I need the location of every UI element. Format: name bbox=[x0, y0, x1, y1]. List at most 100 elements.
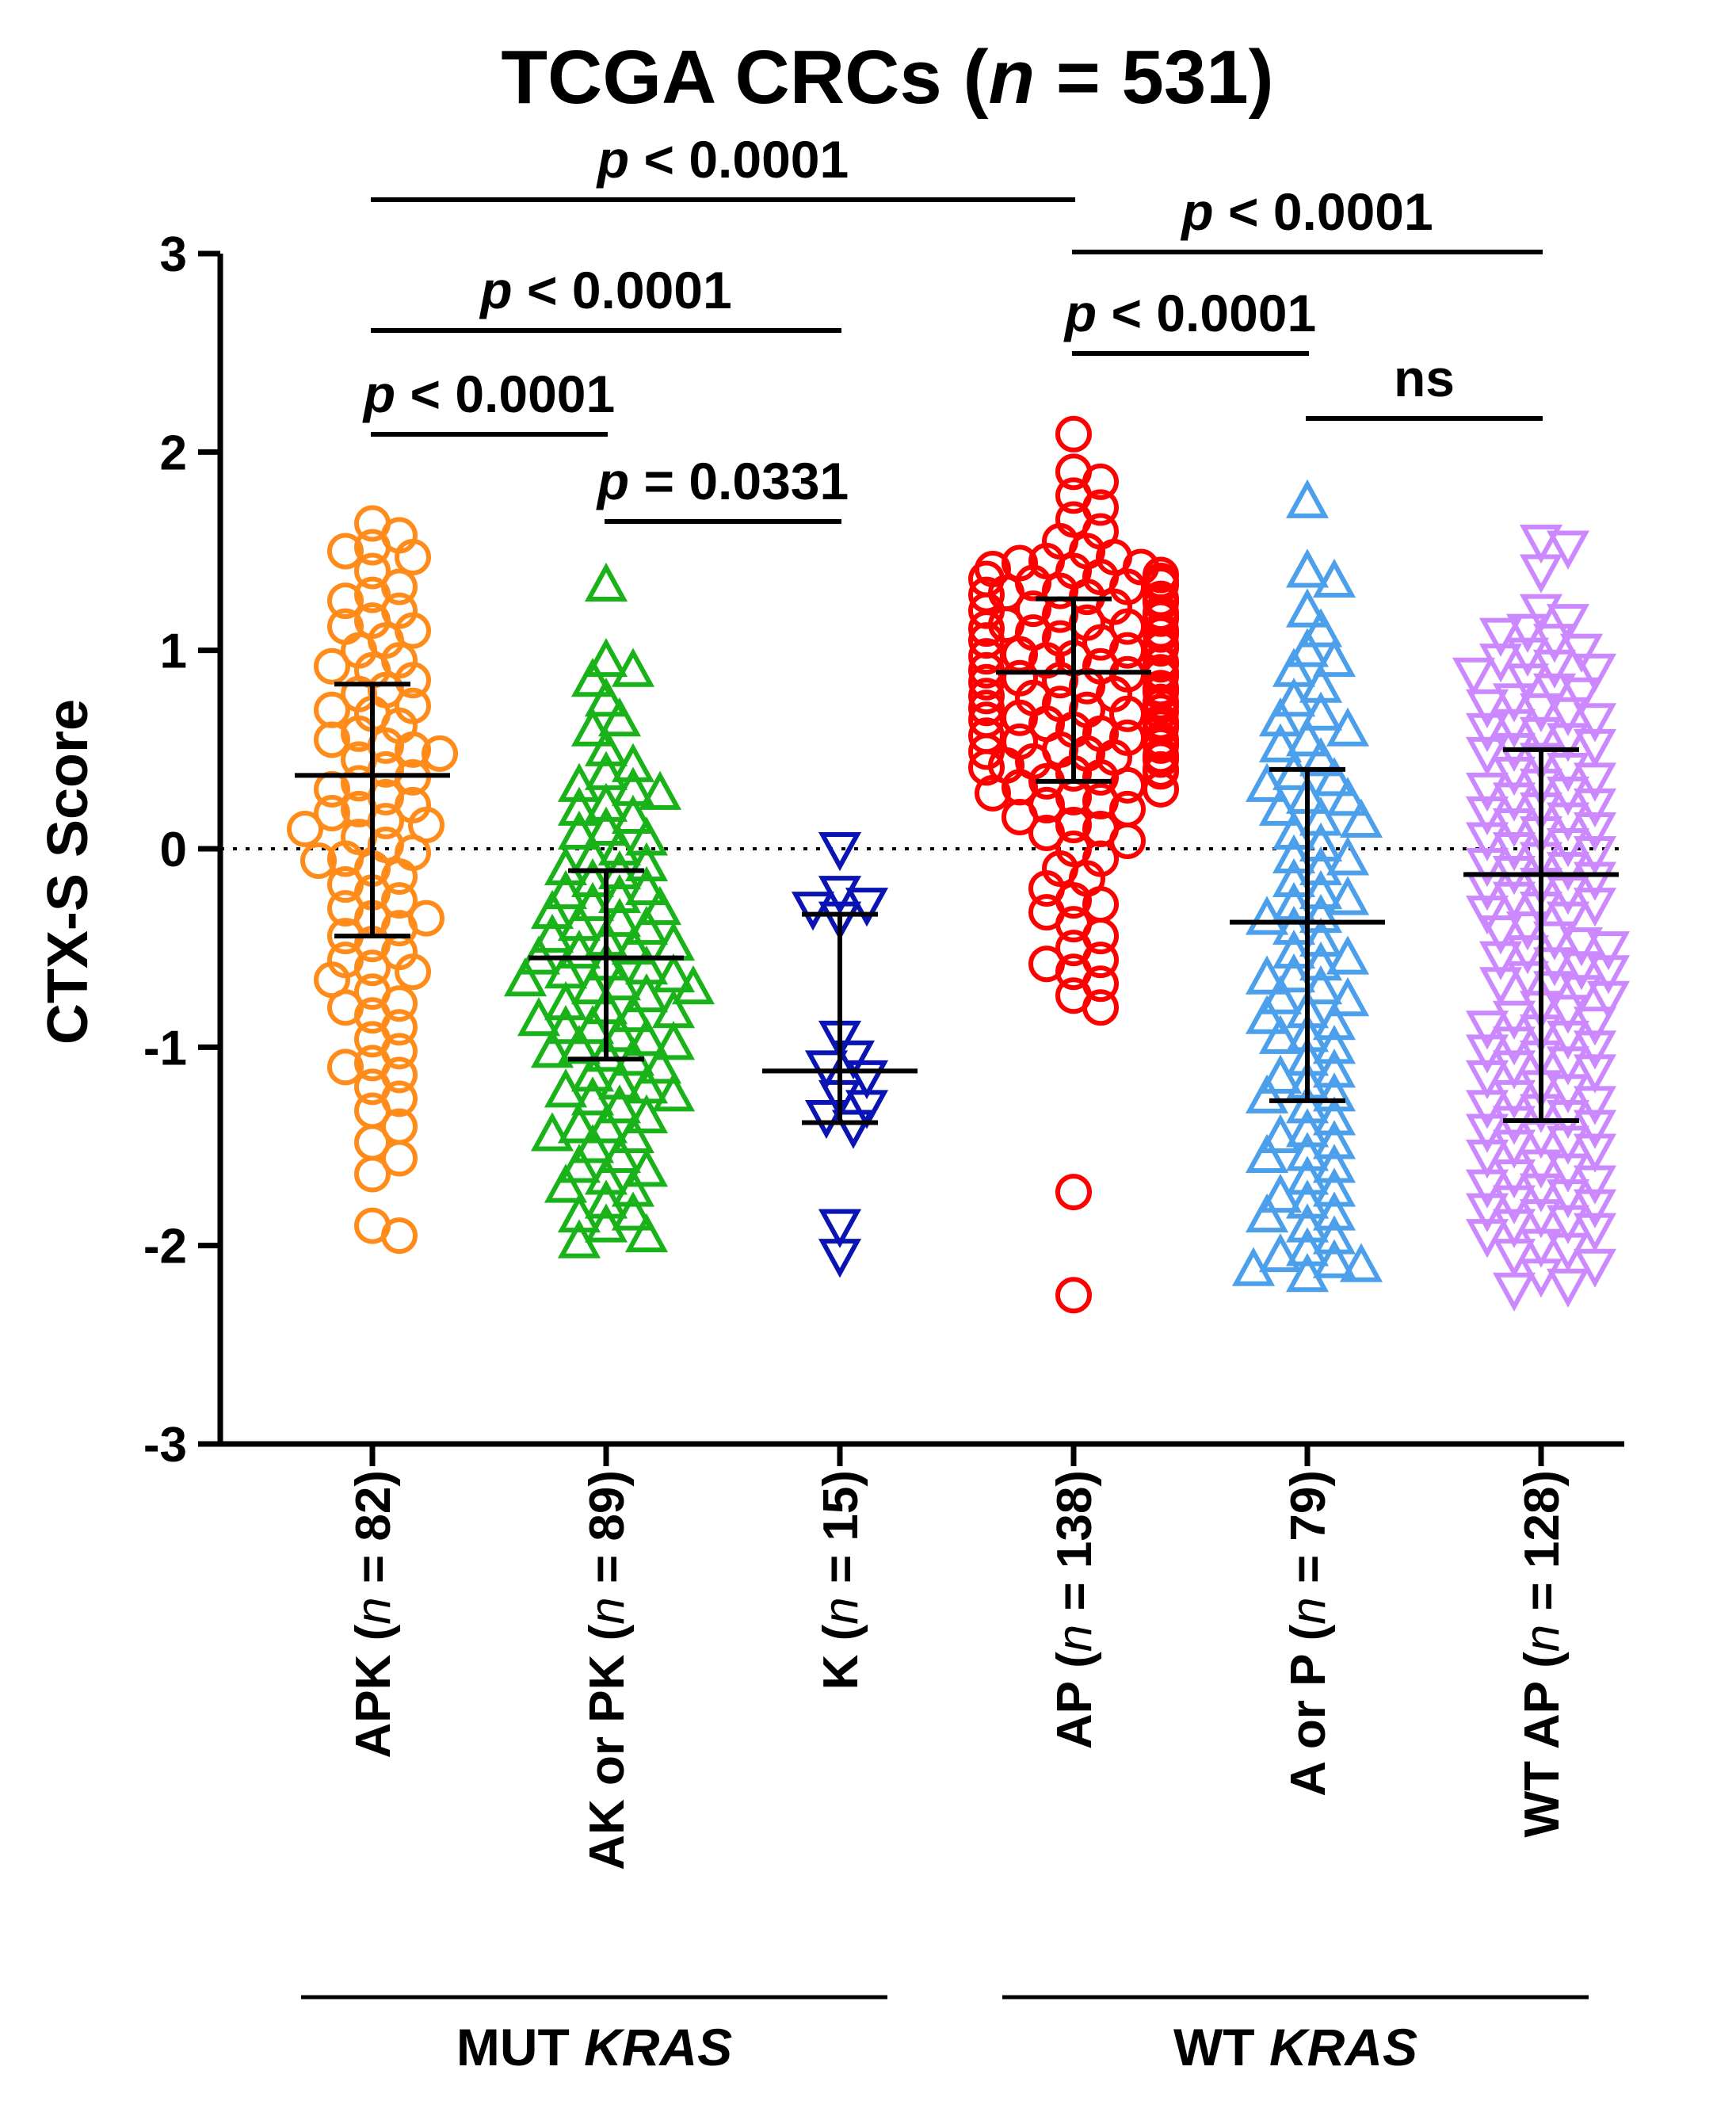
data-point bbox=[1573, 1213, 1617, 1252]
data-point bbox=[968, 678, 1005, 715]
data-point bbox=[557, 1193, 601, 1233]
data-point bbox=[584, 1179, 628, 1219]
group-name: MUT KRAS bbox=[456, 2018, 732, 2076]
data-point bbox=[1272, 929, 1316, 969]
data-point bbox=[624, 1148, 669, 1187]
data-point bbox=[1546, 1074, 1590, 1113]
data-point bbox=[1285, 1227, 1330, 1266]
data-point bbox=[1312, 1049, 1356, 1088]
data-point bbox=[818, 832, 862, 872]
data-point bbox=[831, 1110, 876, 1149]
data-point bbox=[570, 1076, 615, 1116]
data-point bbox=[1272, 678, 1316, 717]
category-label: A or P (n = 79) bbox=[1281, 1470, 1336, 1797]
data-point bbox=[1492, 1209, 1536, 1248]
data-point bbox=[1258, 975, 1303, 1014]
data-point bbox=[530, 913, 574, 953]
data-point bbox=[1299, 608, 1343, 647]
data-point bbox=[1055, 415, 1092, 453]
data-point bbox=[597, 961, 642, 1001]
data-point bbox=[1312, 1167, 1356, 1207]
data-point bbox=[624, 1017, 669, 1056]
data-point bbox=[1465, 736, 1509, 777]
data-point bbox=[1465, 896, 1509, 935]
data-point bbox=[597, 873, 642, 914]
data-point bbox=[1285, 1179, 1330, 1219]
group-label: MUT KRAS bbox=[301, 1995, 887, 2076]
y-tick-label: -2 bbox=[143, 1220, 187, 1274]
data-point bbox=[1532, 971, 1577, 1010]
data-point bbox=[1272, 810, 1316, 850]
data-point bbox=[1245, 1193, 1289, 1233]
data-point bbox=[570, 707, 615, 747]
data-point bbox=[968, 663, 1005, 701]
data-point bbox=[1143, 770, 1179, 808]
data-point bbox=[1546, 1046, 1590, 1086]
data-point bbox=[1519, 554, 1563, 594]
data-point bbox=[327, 533, 364, 570]
data-point bbox=[1299, 822, 1343, 861]
data-point bbox=[1285, 1084, 1330, 1124]
data-point bbox=[381, 1140, 418, 1177]
data-point bbox=[597, 1013, 642, 1052]
data-point bbox=[968, 749, 1005, 786]
data-point bbox=[597, 697, 642, 737]
data-point bbox=[1055, 1277, 1092, 1314]
y-tick-label: 2 bbox=[160, 426, 187, 480]
data-point bbox=[1285, 717, 1330, 757]
data-point bbox=[1546, 1099, 1590, 1140]
data-point bbox=[557, 1144, 601, 1183]
data-point bbox=[557, 929, 601, 969]
p-value-label: p < 0.0001 bbox=[362, 365, 615, 423]
data-point bbox=[544, 1163, 588, 1203]
data-point bbox=[1478, 617, 1523, 657]
data-point bbox=[624, 842, 669, 882]
data-point bbox=[1326, 977, 1370, 1017]
data-point bbox=[1559, 677, 1604, 716]
data-point bbox=[975, 774, 1011, 812]
data-point bbox=[1573, 1054, 1617, 1094]
data-point bbox=[1258, 1232, 1303, 1273]
y-axis-label: CTX-S Score bbox=[36, 699, 100, 1045]
data-point bbox=[1339, 798, 1383, 838]
data-point bbox=[557, 1104, 601, 1144]
data-point bbox=[624, 1213, 669, 1253]
data-point bbox=[1312, 637, 1356, 678]
data-point bbox=[1299, 869, 1343, 910]
data-point bbox=[831, 1040, 876, 1080]
data-point bbox=[314, 794, 350, 831]
category-label: AP (n = 138) bbox=[1047, 1470, 1102, 1749]
data-point bbox=[287, 810, 323, 847]
data-point bbox=[1326, 777, 1370, 816]
data-point bbox=[1285, 1252, 1330, 1293]
data-point bbox=[845, 1060, 889, 1100]
data-point bbox=[1245, 995, 1289, 1034]
series-ap bbox=[968, 415, 1179, 1314]
data-point bbox=[557, 786, 601, 826]
data-point bbox=[1492, 1050, 1536, 1090]
data-point bbox=[1272, 881, 1316, 922]
data-point bbox=[818, 1209, 862, 1248]
p-value-label: p < 0.0001 bbox=[479, 261, 731, 319]
data-point bbox=[1465, 1140, 1509, 1179]
data-point bbox=[1546, 530, 1590, 570]
data-point bbox=[354, 949, 391, 987]
data-point bbox=[570, 1052, 615, 1092]
data-point bbox=[300, 842, 337, 880]
data-point bbox=[1299, 917, 1343, 957]
data-point bbox=[1586, 980, 1631, 1020]
data-point bbox=[1109, 695, 1146, 732]
data-point bbox=[1505, 911, 1550, 951]
category-label: K (n = 15) bbox=[814, 1470, 868, 1690]
data-point bbox=[611, 1167, 655, 1207]
error-bar-3 bbox=[996, 596, 1151, 784]
category-label: WT AP (n = 128) bbox=[1515, 1470, 1570, 1837]
data-point bbox=[1245, 955, 1289, 995]
data-point bbox=[1326, 836, 1370, 876]
data-point bbox=[1478, 915, 1523, 955]
data-point bbox=[354, 529, 391, 566]
data-point bbox=[638, 1045, 682, 1084]
data-point bbox=[1258, 786, 1303, 826]
data-point bbox=[530, 889, 574, 930]
